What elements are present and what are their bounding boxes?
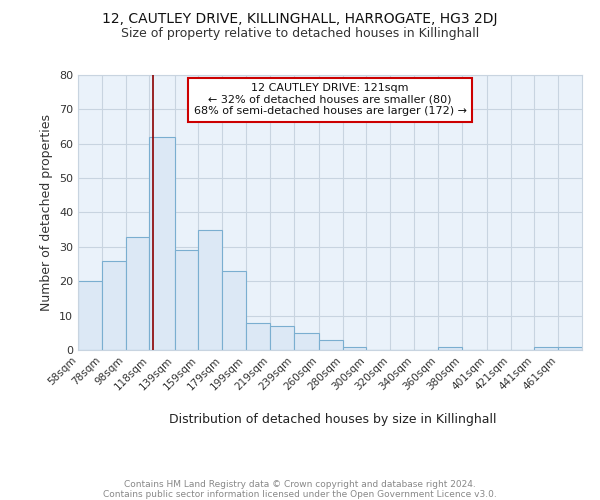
Bar — [246, 322, 270, 350]
Bar — [78, 281, 102, 350]
Bar — [199, 230, 222, 350]
Bar — [270, 326, 293, 350]
Bar — [125, 236, 149, 350]
Bar — [149, 137, 175, 350]
Bar — [438, 346, 461, 350]
Text: 12 CAUTLEY DRIVE: 121sqm
← 32% of detached houses are smaller (80)
68% of semi-d: 12 CAUTLEY DRIVE: 121sqm ← 32% of detach… — [193, 83, 467, 116]
Bar — [558, 346, 582, 350]
Text: Contains HM Land Registry data © Crown copyright and database right 2024.
Contai: Contains HM Land Registry data © Crown c… — [103, 480, 497, 500]
Bar — [319, 340, 343, 350]
Bar — [222, 271, 246, 350]
Text: Size of property relative to detached houses in Killinghall: Size of property relative to detached ho… — [121, 28, 479, 40]
Bar — [535, 346, 558, 350]
Text: Distribution of detached houses by size in Killinghall: Distribution of detached houses by size … — [169, 412, 497, 426]
Y-axis label: Number of detached properties: Number of detached properties — [40, 114, 53, 311]
Bar — [293, 333, 319, 350]
Bar — [175, 250, 199, 350]
Text: 12, CAUTLEY DRIVE, KILLINGHALL, HARROGATE, HG3 2DJ: 12, CAUTLEY DRIVE, KILLINGHALL, HARROGAT… — [102, 12, 498, 26]
Bar — [102, 260, 125, 350]
Bar — [343, 346, 367, 350]
